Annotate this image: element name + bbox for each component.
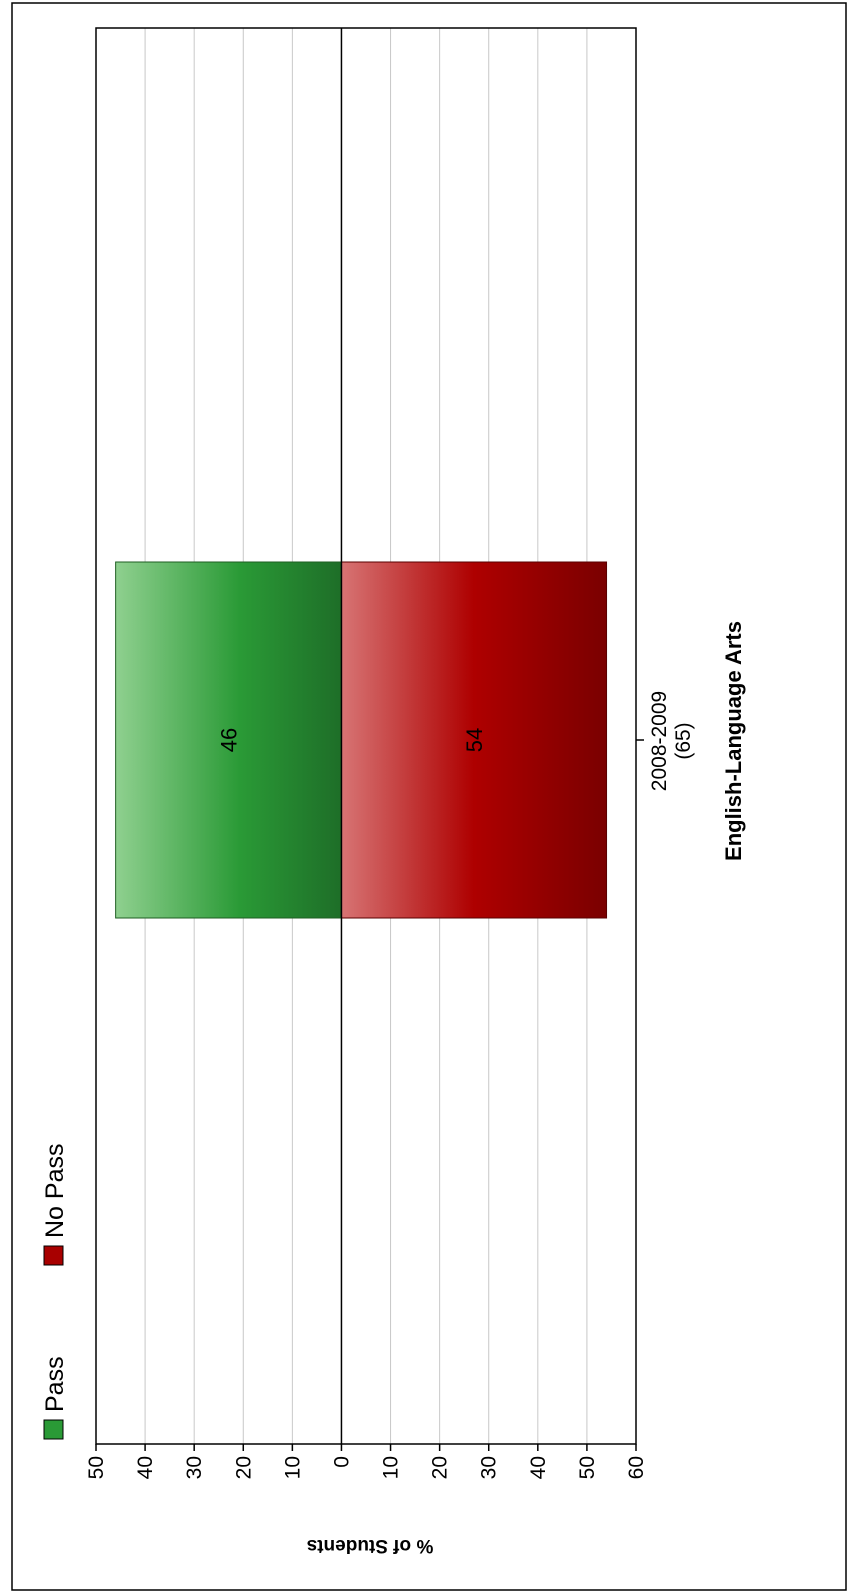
legend-label-pass: Pass — [41, 1356, 69, 1412]
legend-swatch-pass — [43, 1419, 64, 1440]
data-label-no-pass: 54 — [462, 728, 487, 752]
value-axis-title: % of Students — [307, 1535, 434, 1556]
value-axis-tick-label: 30 — [478, 1456, 501, 1479]
legend-label-no-pass: No Pass — [41, 1144, 69, 1238]
value-axis-tick-label: 10 — [281, 1456, 304, 1479]
label-layer: 50 40 30 20 10 0 10 20 30 40 50 60 46 54 — [85, 728, 648, 1480]
value-axis-tick-label: 0 — [330, 1456, 353, 1468]
value-axis-tick-label: 30 — [183, 1456, 206, 1479]
category-count-label: (65) — [672, 722, 695, 759]
value-axis-tick-label: 20 — [232, 1456, 255, 1479]
value-axis-tick-label: 10 — [380, 1456, 403, 1479]
value-axis-tick-label: 20 — [429, 1456, 452, 1479]
bar-no-pass — [340, 561, 608, 919]
data-label-pass: 46 — [217, 728, 242, 752]
subject-label: English-Language Arts — [721, 621, 746, 861]
value-axis-tick-label: 60 — [625, 1456, 648, 1479]
bar-layer — [115, 561, 608, 919]
value-axis-tick-label: 40 — [134, 1456, 157, 1479]
plot-area-border — [95, 27, 637, 1445]
chart-frame — [11, 2, 847, 1591]
value-axis-tick-label: 40 — [527, 1456, 550, 1479]
axis-layer — [95, 28, 644, 1451]
category-label: 2008-2009 — [648, 691, 671, 791]
value-axis-tick-label: 50 — [85, 1456, 108, 1479]
legend-swatch-no-pass — [43, 1245, 64, 1266]
value-axis-tick-label: 50 — [576, 1456, 599, 1479]
